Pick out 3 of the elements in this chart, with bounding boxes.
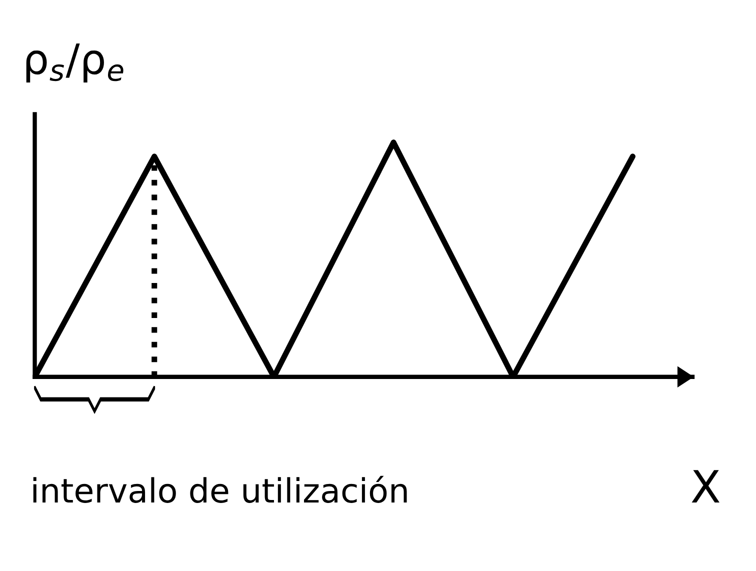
x-axis-title: X	[692, 470, 720, 503]
text: intervalo de utilización	[33, 476, 407, 503]
y-axis-title: ρ$_{s}$/ρ$_{e}$	[26, 44, 124, 83]
